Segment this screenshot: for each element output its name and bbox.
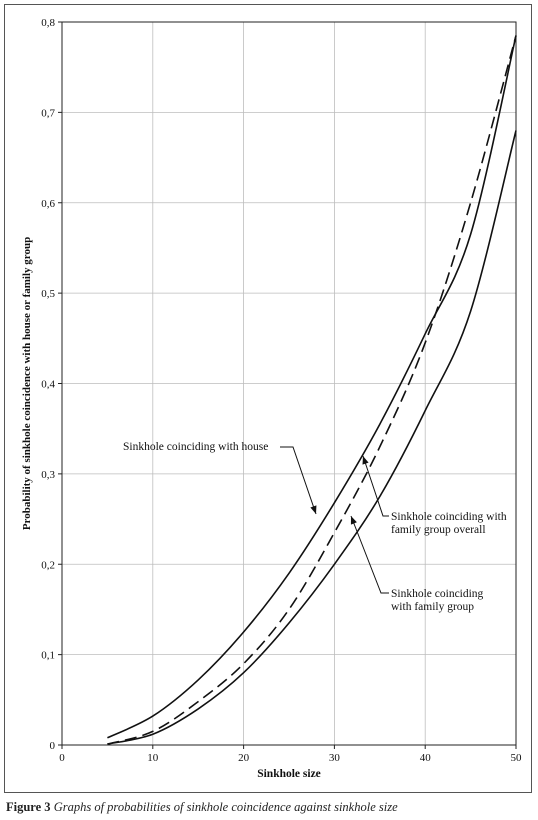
annotation-arrowhead bbox=[310, 505, 317, 514]
y-tick-label: 0,2 bbox=[41, 559, 55, 571]
annotation-text: Sinkhole coinciding with house bbox=[123, 441, 268, 453]
annotation-leader bbox=[280, 446, 317, 515]
annotation-text: Sinkhole coinciding bbox=[391, 588, 484, 600]
y-tick-label: 0 bbox=[50, 740, 56, 752]
y-axis-label: Probability of sinkhole coincidence with… bbox=[21, 237, 33, 530]
y-tick-label: 0,6 bbox=[41, 198, 55, 210]
caption-text: Graphs of probabilities of sinkhole coin… bbox=[53, 800, 398, 814]
x-tick-label: 20 bbox=[238, 752, 250, 764]
grid-lines bbox=[62, 22, 516, 745]
y-tick-label: 0,5 bbox=[41, 288, 55, 300]
series-family-group-overall-line bbox=[107, 35, 517, 745]
y-tick-label: 0,8 bbox=[41, 17, 55, 29]
x-axis-label: Sinkhole size bbox=[257, 768, 321, 780]
annotation-leader bbox=[362, 455, 389, 517]
x-tick-label: 30 bbox=[329, 752, 341, 764]
annotation-text: family group overall bbox=[391, 524, 486, 536]
x-tick-label: 0 bbox=[59, 752, 65, 764]
annotations: Sinkhole coinciding with house Sinkhole c… bbox=[123, 441, 507, 613]
y-tick-label: 0,7 bbox=[41, 107, 55, 119]
x-tick-label: 10 bbox=[147, 752, 159, 764]
series-family-group-line bbox=[107, 130, 517, 745]
annotation-arrowhead bbox=[350, 516, 357, 525]
axis-ticks: 0 10 20 30 40 50 0 0,1 0,2 0,3 0,4 0,5 0,6 0,7 0,8 bbox=[41, 17, 522, 764]
x-tick-label: 50 bbox=[511, 752, 523, 764]
caption-label: Figure 3 bbox=[6, 800, 51, 814]
y-tick-label: 0,4 bbox=[41, 379, 55, 391]
series-lines bbox=[107, 35, 517, 745]
series-house-line bbox=[107, 35, 517, 739]
annotation-text: Sinkhole coinciding with bbox=[391, 511, 507, 523]
sinkhole-probability-chart: 0 10 20 30 40 50 0 0,1 0,2 0,3 0,4 0,5 0,6 0,7 0,8 Sin… bbox=[21, 17, 522, 780]
figure-caption: Figure 3 Graphs of probabilities of sink… bbox=[6, 800, 398, 815]
annotation-leader bbox=[350, 515, 389, 594]
y-tick-label: 0,3 bbox=[41, 469, 55, 481]
y-tick-label: 0,1 bbox=[41, 650, 55, 662]
annotation-arrowhead bbox=[362, 456, 369, 465]
x-tick-label: 40 bbox=[420, 752, 432, 764]
annotation-text: with family group bbox=[391, 601, 474, 613]
figure-frame bbox=[4, 4, 532, 793]
